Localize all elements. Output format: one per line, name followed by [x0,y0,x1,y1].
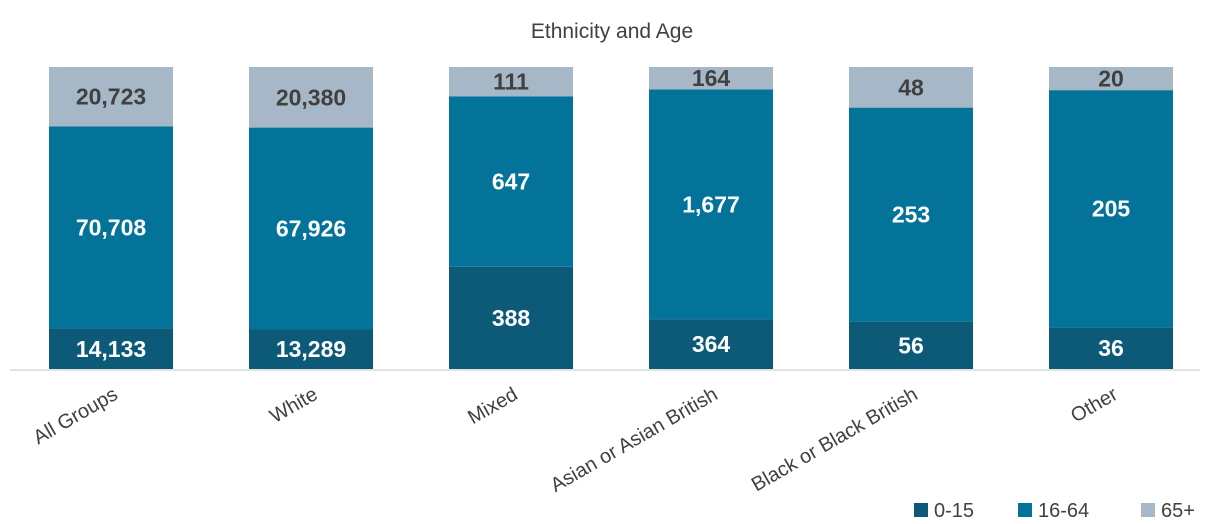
bar-segment-other-65 [1049,67,1173,91]
bars-group: 14,133 70,708 20,723 13,289 67,926 20,380 388 6… [49,65,1173,369]
bar-segment-all-groups-65 [49,67,173,127]
category-label-white: White [266,383,321,428]
data-label-black-or-black-british-16-64: 253 [892,202,930,228]
bar-segment-all-groups-0-15 [49,328,173,369]
bar-segment-other-0-15 [1049,327,1173,369]
data-label-asian-or-asian-british-0-15: 364 [692,331,731,357]
data-label-black-or-black-british-0-15: 56 [898,332,924,358]
bar-segment-asian-or-asian-british-16-64 [649,89,773,320]
bar-segment-black-or-black-british-16-64 [849,107,973,322]
legend-label-16-64: 16-64 [1038,500,1089,522]
data-label-white-65: 20,380 [276,84,346,110]
bar-segment-mixed-16-64 [449,96,573,267]
data-label-asian-or-asian-british-16-64: 1,677 [682,191,740,217]
data-label-all-groups-16-64: 70,708 [76,214,147,240]
legend-swatch-0-15 [914,503,928,517]
legend-swatch-65 [1141,503,1155,517]
category-label-other: Other [1067,383,1122,427]
legend-label-65: 65+ [1161,500,1195,522]
legend-swatch-16-64 [1018,503,1032,517]
bar-segment-white-16-64 [249,127,373,330]
legend-label-0-15: 0-15 [934,500,974,522]
bar-segment-black-or-black-british-0-15 [849,321,973,369]
data-label-all-groups-0-15: 14,133 [76,336,146,362]
data-label-asian-or-asian-british-65: 164 [692,65,731,91]
bar-segment-asian-or-asian-british-0-15 [649,319,773,369]
data-label-black-or-black-british-65: 48 [898,74,924,100]
data-label-white-0-15: 13,289 [276,336,346,362]
category-label-all-groups: All Groups [30,383,122,449]
bar-segment-mixed-65 [449,67,573,97]
category-label-asian-or-asian-british: Asian or Asian British [547,383,722,497]
bar-segment-black-or-black-british-65 [849,67,973,108]
data-label-other-65: 20 [1098,66,1124,92]
bar-segment-mixed-0-15 [449,266,573,369]
legend: 0-15 16-64 65+ [914,500,1195,522]
bar-segment-all-groups-16-64 [49,126,173,329]
bar-segment-white-0-15 [249,329,373,369]
data-label-other-0-15: 36 [1098,335,1124,361]
data-label-all-groups-65: 20,723 [76,84,146,110]
data-label-mixed-65: 111 [493,69,529,95]
bar-segment-asian-or-asian-british-65 [649,67,773,90]
bar-segment-other-16-64 [1049,90,1173,328]
data-label-mixed-0-15: 388 [492,305,531,331]
category-label-black-or-black-british: Black or Black British [748,383,922,496]
category-labels: All Groups White Mixed Asian or Asian Briti… [30,383,1122,497]
chart-title: Ethnicity and Age [531,20,693,43]
category-label-mixed: Mixed [464,383,521,429]
data-label-other-16-64: 205 [1092,196,1131,222]
data-label-white-16-64: 67,926 [276,216,346,242]
data-label-mixed-16-64: 647 [492,169,530,195]
bar-segment-white-65 [249,67,373,128]
